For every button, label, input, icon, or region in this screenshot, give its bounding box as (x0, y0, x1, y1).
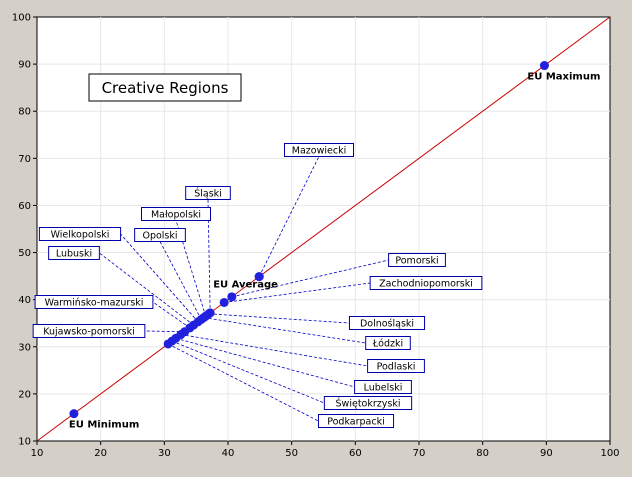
x-tick-label: 10 (31, 448, 44, 459)
ref-point-eu-minimum (69, 409, 79, 419)
x-tick-label: 50 (285, 448, 298, 459)
label-box-kujawsko-pomorski (32, 324, 146, 338)
chart-title-box: Creative Regions (88, 73, 242, 102)
leader-line-swietokrzyski (171, 340, 325, 404)
label-box-opolski (134, 228, 186, 242)
ref-label-eu-minimum: EU Minimum (69, 420, 139, 431)
x-tick-label: 30 (158, 448, 171, 459)
label-podkarpacki: Podkarpacki (327, 417, 385, 428)
leader-line-pomorski (231, 259, 389, 298)
y-tick-label: 30 (18, 342, 31, 353)
label-malopolski: Małopolski (151, 210, 201, 221)
label-lodzki: Łódzki (372, 339, 403, 350)
leader-line-podkarpacki (167, 343, 319, 422)
leader-line-lodzki (203, 317, 366, 344)
label-mazowiecki: Mazowiecki (292, 146, 346, 157)
label-box-slaski (185, 186, 231, 200)
label-box-swietokrzyski (323, 396, 413, 410)
leader-line-zachodniopomorski (224, 282, 371, 303)
x-tick-label: 60 (349, 448, 362, 459)
label-slaski: Śląski (194, 188, 222, 200)
label-box-podlaski (367, 359, 425, 373)
label-wielkopolski: Wielkopolski (51, 230, 110, 241)
label-podlaski: Podlaski (377, 362, 416, 373)
label-box-malopolski (141, 207, 211, 221)
point-zachodniopomorski (219, 297, 229, 307)
label-kujawsko-pomorski: Kujawsko-pomorski (43, 327, 134, 338)
leader-line-warminsko-mazurski (152, 301, 191, 329)
label-box-pomorski (388, 253, 446, 267)
leader-lines (99, 156, 389, 422)
label-swietokrzyski: Świętokrzyski (336, 398, 401, 410)
diagonal-line (36, 16, 611, 442)
point-lodzki (199, 313, 209, 323)
leader-line-mazowiecki (258, 156, 320, 277)
chart-title: Creative Regions (102, 79, 229, 97)
x-tick-label: 80 (476, 448, 489, 459)
label-box-mazowiecki (284, 143, 354, 157)
label-box-zachodniopomorski (369, 276, 483, 290)
y-tick-label: 100 (12, 13, 31, 24)
y-tick-label: 80 (18, 107, 31, 118)
y-tick-label: 50 (18, 248, 31, 259)
x-tick-label: 70 (413, 448, 426, 459)
point-podkarpacki (163, 339, 173, 349)
label-box-podkarpacki (317, 414, 395, 428)
y-tick-label: 90 (18, 60, 31, 71)
reference-labels: EU Maximum EU Average EU Minimum (69, 72, 600, 431)
y-tick-label: 40 (18, 295, 31, 306)
ref-label-eu-maximum: EU Maximum (527, 72, 600, 83)
x-tick-label: 90 (540, 448, 553, 459)
label-lubelski: Lubelski (364, 383, 403, 394)
ref-label-eu-average: EU Average (213, 280, 278, 291)
label-opolski: Opolski (142, 231, 177, 242)
y-tick-label: 20 (18, 389, 31, 400)
y-tick-label: 10 (18, 437, 31, 448)
label-box-lodzki (365, 336, 411, 350)
point-pomorski (227, 292, 237, 302)
label-lubuski: Lubuski (56, 249, 92, 260)
x-tick-label: 100 (600, 448, 619, 459)
y-tick-label: 70 (18, 154, 31, 165)
label-box-wielkopolski (38, 227, 122, 241)
leader-line-slaski (207, 199, 211, 313)
data-points (69, 61, 549, 419)
leader-line-podlaski (180, 334, 368, 367)
x-tick-label: 20 (94, 448, 107, 459)
y-tick-label: 60 (18, 201, 31, 212)
leader-line-wielkopolski (120, 233, 199, 323)
ref-point-eu-maximum (539, 61, 549, 71)
x-tick-label: 40 (222, 448, 235, 459)
ref-point-eu-average (254, 272, 264, 282)
label-box-dolnoslaski (348, 316, 426, 330)
label-warminsko-mazurski: Warmińsko-mazurski (45, 298, 144, 309)
label-box-warminsko-mazurski (34, 295, 154, 309)
label-box-lubelski (354, 380, 412, 394)
label-pomorski: Pomorski (395, 256, 438, 267)
leader-line-malopolski (175, 220, 207, 317)
label-zachodniopomorski: Zachodniopomorski (379, 279, 473, 290)
leader-line-lubelski (175, 337, 355, 388)
leader-line-dolnoslaski (208, 313, 350, 324)
label-dolnoslaski: Dolnośląski (360, 319, 414, 330)
label-box-lubuski (48, 246, 100, 260)
axis-ticks: 10 20 30 40 50 60 70 80 90 100 10 20 30 40 50 60 70 80 90 1… (12, 13, 620, 460)
region-labels: Mazowiecki Śląski Małopolski Opolski Wielkop… (32, 143, 483, 428)
